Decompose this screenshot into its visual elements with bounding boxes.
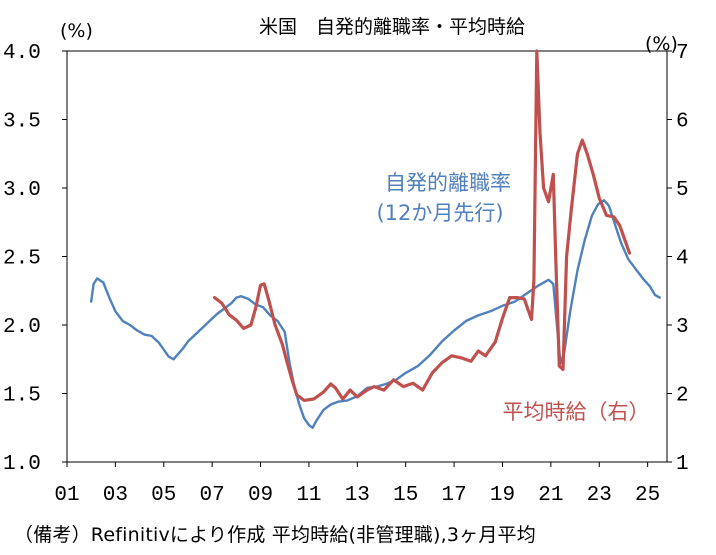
hourly-wage-label: 平均時給（右）: [503, 400, 650, 424]
quit-rate-line: [90, 199, 661, 429]
right-tick-label: 3: [676, 316, 689, 339]
x-tick-label: 15: [393, 484, 418, 507]
left-tick-label: 2.5: [3, 248, 41, 271]
x-tick-label: 17: [441, 484, 466, 507]
x-tick-label: 11: [296, 484, 321, 507]
x-tick-label: 05: [151, 484, 176, 507]
hourly-wage-line: [213, 49, 632, 402]
quit-rate-label-line1: 自発的離職率: [385, 171, 511, 195]
x-tick-label: 07: [200, 484, 225, 507]
right-tick-label: 6: [676, 111, 689, 134]
right-tick-label: 7: [676, 42, 689, 65]
left-axis-ticks: 1.0 1.5 2.0 2.5 3.0 3.5 4.0: [3, 42, 67, 476]
right-tick-label: 2: [676, 385, 689, 408]
right-tick-label: 5: [676, 179, 689, 202]
left-tick-label: 3.0: [3, 179, 41, 202]
right-tick-label: 4: [676, 248, 689, 271]
left-tick-label: 1.5: [3, 385, 41, 408]
chart-title: 米国 自発的離職率・平均時給: [259, 16, 525, 38]
left-tick-label: 1.0: [3, 453, 41, 476]
left-tick-label: 2.0: [3, 316, 41, 339]
left-axis-unit: (%): [60, 20, 93, 42]
series-lines: [90, 49, 661, 429]
x-tick-label: 19: [490, 484, 515, 507]
x-tick-label: 01: [54, 484, 79, 507]
x-tick-label: 23: [587, 484, 612, 507]
series-labels: 自発的離職率 (12か月先行) 平均時給（右）: [376, 171, 649, 424]
left-tick-label: 4.0: [3, 42, 41, 65]
x-tick-label: 25: [635, 484, 660, 507]
left-tick-label: 3.5: [3, 111, 41, 134]
quit-rate-label-line2: (12か月先行): [376, 201, 503, 225]
x-tick-label: 13: [345, 484, 370, 507]
chart: 米国 自発的離職率・平均時給 (%) (%) 1.0 1.5 2.0 2.5 3.0 3.…: [3, 16, 689, 507]
right-axis-ticks: 1 2 3 4 5 6 7: [667, 42, 689, 476]
x-tick-label: 09: [248, 484, 273, 507]
right-tick-label: 1: [676, 453, 689, 476]
x-axis-ticks: 01 03 05 07 09 11 13 15 17 19 21 23 25: [54, 462, 660, 507]
x-tick-label: 03: [103, 484, 128, 507]
right-axis-unit: (%): [645, 33, 678, 55]
x-tick-label: 21: [538, 484, 563, 507]
source-caption: （備考）Refinitivにより作成 平均時給(非管理職),3ヶ月平均: [14, 524, 536, 546]
